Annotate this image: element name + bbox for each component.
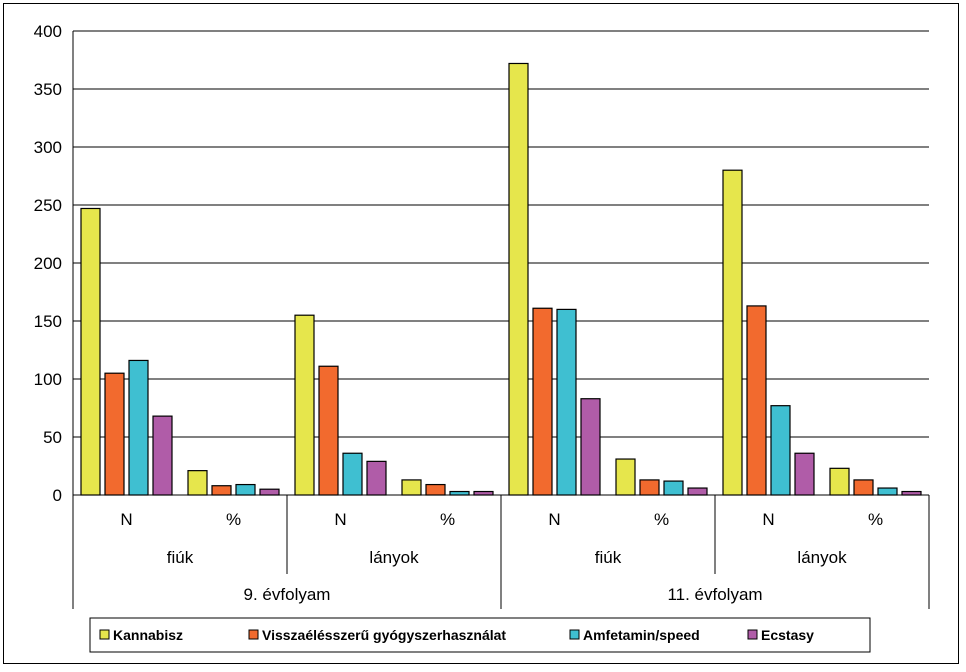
bar [746, 305, 767, 496]
bar [532, 307, 553, 496]
legend: Kannabisz Visszaélésszerű gyógyszerhaszná… [89, 617, 871, 653]
bar [687, 487, 708, 496]
bar [104, 372, 125, 496]
x-group-label: fiúk [167, 548, 194, 567]
gridlines [73, 30, 929, 438]
x-axis-labels: N% N% N% N % fiúk lányok fiúk lányok 9. évfolyam 1… [72, 495, 930, 609]
bar [473, 490, 494, 496]
legend-swatch [248, 629, 259, 640]
bar [294, 314, 315, 496]
legend-swatch [99, 629, 110, 640]
bar [235, 483, 256, 496]
bar [211, 485, 232, 496]
y-tick-label: 50 [43, 428, 62, 447]
x-tick-label: % [226, 510, 241, 529]
chart-frame: 0 50 100 150 200 250 300 350 400 N% N% N% N% fiúk lán… [3, 3, 959, 664]
legend-label: Kannabisz [113, 627, 183, 643]
y-tick-label: 350 [34, 80, 62, 99]
legend-box [89, 617, 871, 653]
bar [342, 452, 363, 496]
bar [877, 487, 898, 496]
y-axis-tick-labels: 0 50 100 150 200 250 300 350 400 [34, 22, 62, 505]
bar [722, 169, 743, 496]
bar [615, 458, 636, 496]
x-tick-label: % [654, 510, 669, 529]
bar-chart: 0 50 100 150 200 250 300 350 400 N% N% N% N % fiúk lán… [34, 22, 930, 653]
x-tick-label: % [440, 510, 455, 529]
bar [556, 308, 577, 496]
bar [187, 470, 208, 496]
y-tick-label: 300 [34, 138, 62, 157]
legend-label: Visszaélésszerű gyógyszerhasználat [262, 627, 506, 643]
bar [318, 365, 339, 496]
bar [152, 415, 173, 496]
bar [366, 460, 387, 496]
bar [580, 398, 601, 496]
x-supergroup-label: 11. évfolyam [667, 585, 762, 604]
x-tick-label: N [762, 510, 774, 529]
bar [401, 479, 422, 496]
y-tick-label: 100 [34, 370, 62, 389]
bar [853, 479, 874, 496]
bar [901, 490, 922, 496]
x-tick-label: % [868, 510, 883, 529]
y-tick-label: 400 [34, 22, 62, 41]
y-tick-label: 0 [53, 486, 62, 505]
legend-label: Amfetamin/speed [583, 627, 700, 643]
x-group-label: lányok [797, 548, 847, 567]
bar [663, 480, 684, 496]
x-group-label: lányok [369, 548, 419, 567]
x-tick-label: N [334, 510, 346, 529]
legend-label: Ecstasy [761, 627, 814, 643]
x-tick-label: N [120, 510, 132, 529]
y-tick-label: 150 [34, 312, 62, 331]
x-group-label: fiúk [595, 548, 622, 567]
y-tick-label: 200 [34, 254, 62, 273]
bar [128, 359, 149, 496]
bar [794, 452, 815, 496]
bar [449, 490, 470, 496]
x-supergroup-label: 9. évfolyam [244, 585, 331, 604]
x-tick-label: N [548, 510, 560, 529]
legend-swatch [569, 629, 580, 640]
bar [259, 488, 280, 496]
bar [425, 483, 446, 496]
bar [829, 467, 850, 496]
y-tick-label: 250 [34, 196, 62, 215]
bar [508, 62, 529, 496]
bar [770, 405, 791, 496]
bar [639, 479, 660, 496]
legend-swatch [747, 629, 758, 640]
bars [80, 62, 922, 496]
bar [80, 207, 101, 496]
